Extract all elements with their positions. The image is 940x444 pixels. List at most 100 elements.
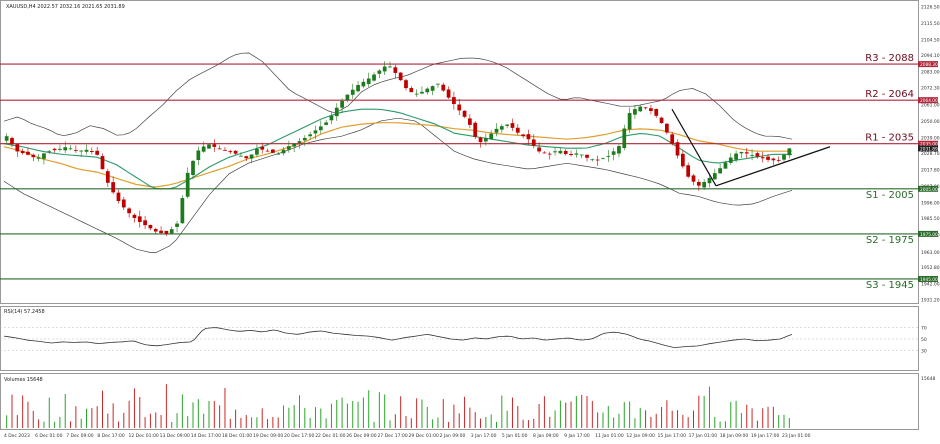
candle-body: [414, 93, 419, 95]
time-axis-label: 2 Jan 09:00: [440, 433, 466, 439]
time-axis-label: 22 Dec 01:00: [315, 433, 345, 439]
candle-body: [537, 147, 541, 152]
price-tick-label: 2083.00: [921, 70, 940, 76]
level-price-tag: [918, 140, 938, 147]
time-axis-label: 15 Jan 17:00: [658, 433, 687, 439]
candle-body: [638, 106, 643, 112]
candle-body: [787, 148, 792, 156]
candle-body: [675, 142, 680, 156]
time-axis-label: 19 Jan 17:00: [751, 433, 780, 439]
candle-body: [734, 153, 738, 160]
candle-body: [255, 148, 259, 155]
candle-body: [201, 146, 206, 152]
candle-body: [127, 208, 131, 214]
candle-body: [782, 154, 786, 160]
time-axis-label: 8 Jan 09:00: [533, 433, 559, 439]
bollinger-upper-line: [3, 52, 793, 140]
time-axis-label: 5 Jan 01:00: [502, 433, 528, 439]
time-axis-label: 17 Jan 01:00: [689, 433, 718, 439]
candle-body: [420, 91, 424, 94]
price-tick-label: 1963.00: [921, 250, 940, 256]
candle-body: [15, 144, 20, 152]
candle-body: [547, 153, 552, 155]
time-axis-label: 3 Jan 17:00: [471, 433, 497, 439]
level-label: R3 - 2088: [865, 53, 914, 64]
time-axis-label: 26 Dec 09:00: [346, 433, 376, 439]
candle-body: [702, 181, 707, 188]
candlesticks: [4, 61, 792, 236]
time-axis-label: 19 Dec 09:00: [253, 433, 283, 439]
candle-body: [499, 126, 504, 130]
bollinger-bands: [3, 52, 793, 253]
candle-body: [515, 127, 520, 133]
candle-body: [164, 230, 169, 234]
candle-body: [766, 156, 770, 160]
candle-body: [430, 86, 435, 91]
candle-body: [265, 150, 270, 152]
candle-body: [771, 158, 776, 161]
candle-body: [739, 151, 744, 154]
descending-trendline: [671, 108, 717, 187]
candle-body: [776, 159, 781, 161]
candle-body: [595, 159, 600, 161]
rsi-line: [3, 327, 793, 348]
current-price-tag-text: 2031.89: [920, 146, 938, 152]
candle-body: [79, 150, 84, 152]
candle-body: [313, 130, 318, 134]
price-tick-label: 2050.00: [921, 119, 940, 125]
time-axis: 4 Dec 2023 6 Dec 01:00 7 Dec 09:00 8 Dec 17…: [4, 433, 811, 439]
level-price-tag-text: 1975.00: [920, 232, 938, 238]
candle-body: [100, 156, 105, 170]
rsi-panel: 70 50 30: [0, 325, 927, 355]
candle-body: [191, 160, 195, 176]
candle-body: [271, 149, 275, 153]
price-tick-label: 2017.80: [921, 168, 940, 174]
candle-body: [494, 128, 499, 133]
price-tick-label: 2094.10: [921, 53, 940, 59]
time-axis-label: 7 Dec 09:00: [66, 433, 94, 439]
candle-body: [707, 177, 712, 184]
candle-body: [505, 124, 510, 126]
candle-body: [143, 220, 147, 226]
candle-body: [750, 155, 754, 156]
candle-body: [74, 149, 78, 151]
candle-body: [36, 157, 41, 159]
candle-body: [105, 171, 110, 183]
candle-body: [292, 143, 297, 147]
candle-body: [457, 104, 462, 111]
price-tick-label: 2061.00: [921, 103, 940, 109]
volume-panel-frame: [0, 373, 919, 430]
candle-body: [659, 117, 664, 123]
ma-fast-line: [3, 108, 792, 190]
candle-body: [468, 118, 472, 125]
support-resistance-levels: R3 - 2088 2088.30 R2 - 2064 2064.00 R1 - 203…: [0, 53, 938, 291]
candle-body: [84, 149, 89, 152]
candle-body: [116, 192, 121, 202]
level-label: R1 - 2035: [865, 133, 914, 144]
rsi-panel-frame: [0, 306, 919, 371]
time-axis-label: 18 Jan 09:00: [720, 433, 749, 439]
candle-body: [542, 152, 547, 154]
candle-body: [393, 67, 398, 73]
candle-body: [601, 158, 605, 160]
candle-body: [244, 156, 249, 159]
level-price-tag: [918, 97, 938, 104]
candle-body: [89, 150, 94, 152]
volume-bars: [6, 384, 790, 428]
candle-body: [286, 146, 291, 150]
level-price-tag-text: 1945.00: [920, 277, 938, 283]
candle-body: [26, 151, 30, 155]
candle-body: [526, 134, 531, 140]
rsi-level-label: 30: [921, 349, 927, 355]
candle-body: [670, 134, 675, 144]
trendlines: [671, 108, 831, 187]
candle-body: [585, 154, 589, 158]
time-axis-label: 20 Dec 17:00: [284, 433, 314, 439]
time-axis-label: 23 Jan 01:00: [782, 433, 811, 439]
price-tick-label: 1952.80: [921, 265, 940, 271]
candle-body: [691, 175, 696, 182]
rsi-level-label: 70: [921, 325, 927, 331]
candle-body: [382, 66, 387, 72]
time-axis-label: 6 Dec 01:00: [35, 433, 63, 439]
